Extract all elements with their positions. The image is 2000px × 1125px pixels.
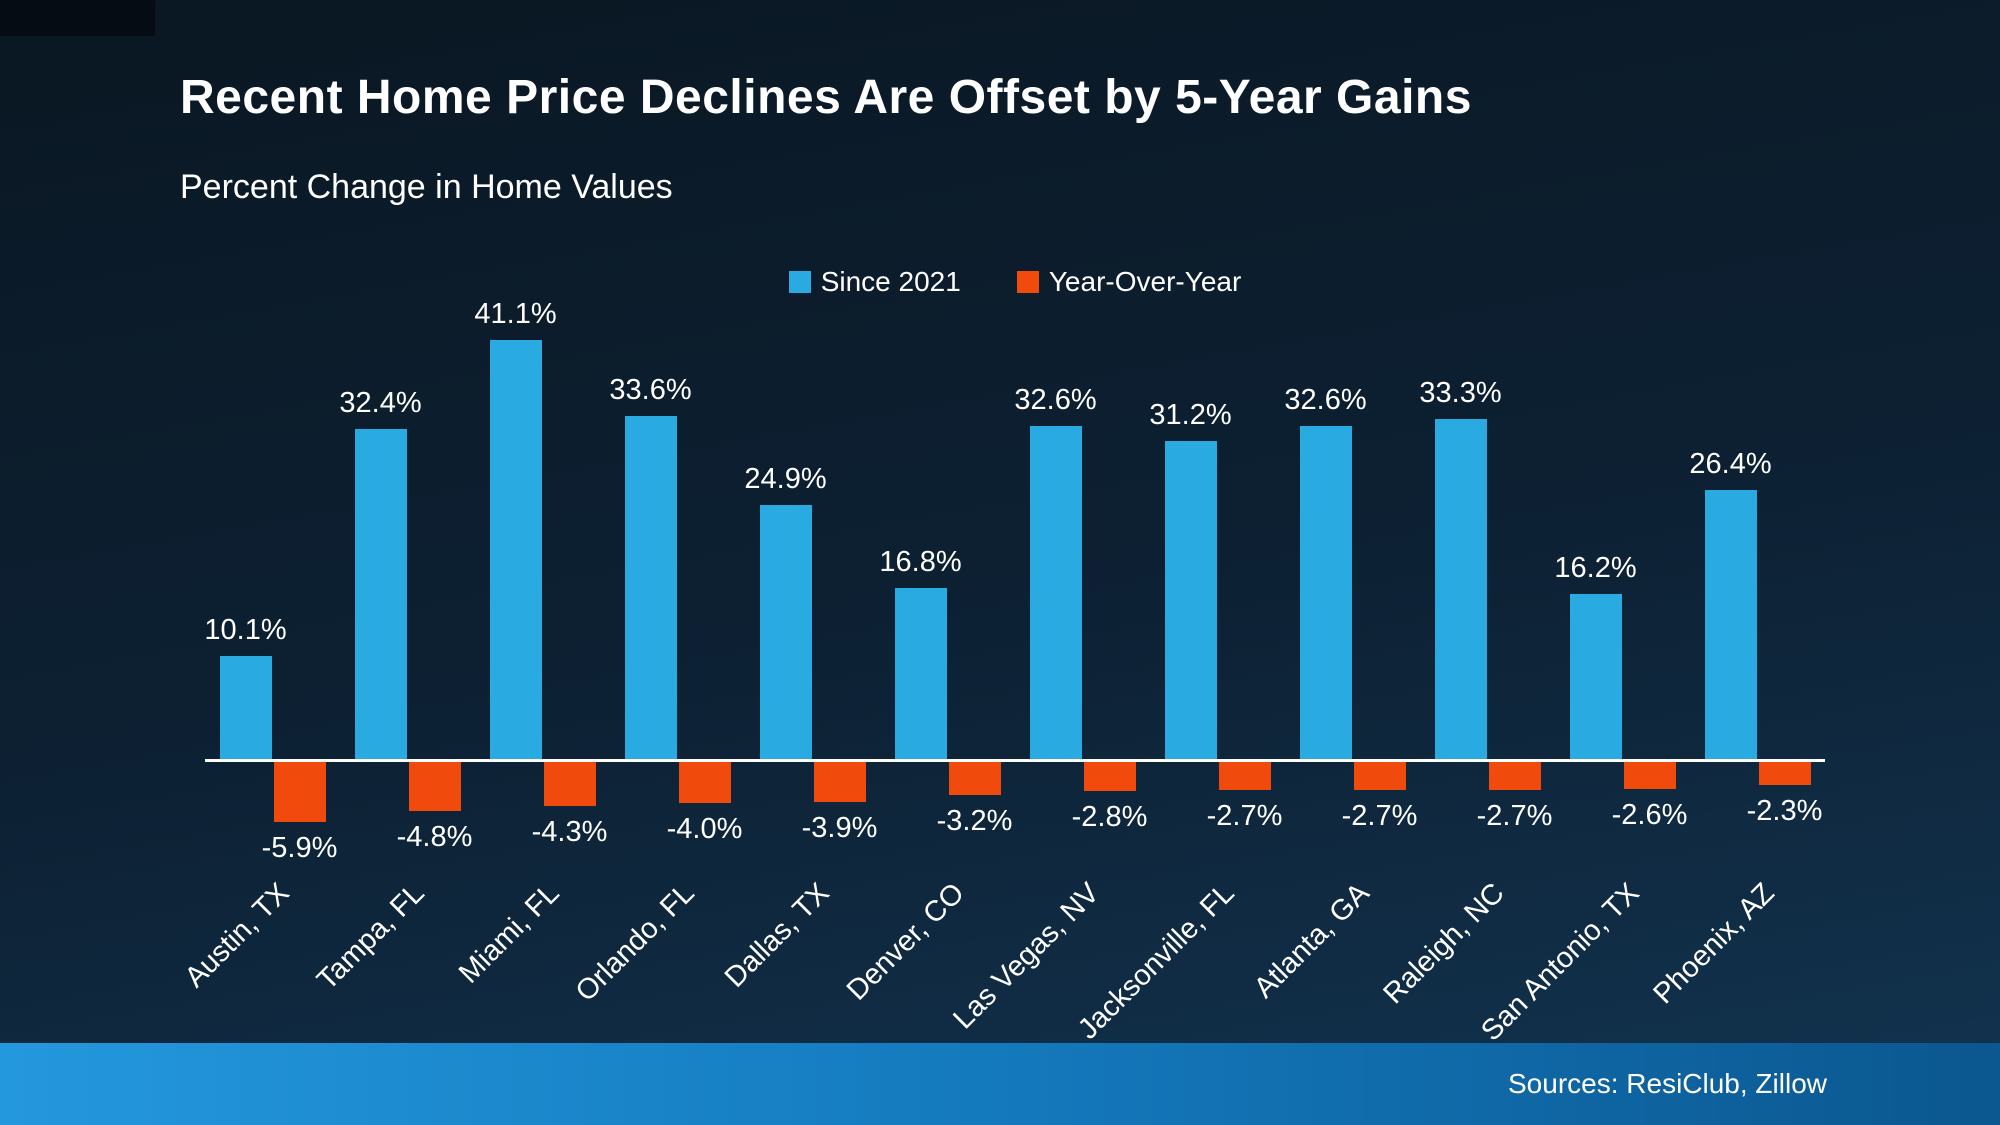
bar-year-over-year [948, 762, 1001, 795]
legend-label-year-over-year: Year-Over-Year [1048, 266, 1242, 297]
legend-item-year-over-year: Year-Over-Year [1016, 266, 1242, 298]
bar-year-over-year [1218, 762, 1271, 790]
negative-value-label: -2.7% [1341, 799, 1418, 832]
legend-label-since-2021: Since 2021 [820, 266, 961, 297]
bar-since-2021 [894, 587, 947, 759]
negative-value-label: -4.3% [531, 815, 608, 848]
bar-since-2021 [1029, 426, 1082, 759]
negative-value-label: -4.8% [396, 820, 473, 853]
legend-item-since-2021: Since 2021 [788, 266, 961, 298]
bar-year-over-year [1623, 762, 1676, 789]
bar-since-2021 [354, 428, 407, 759]
negative-value-label: -2.3% [1746, 795, 1823, 828]
negative-value-label: -3.2% [936, 804, 1013, 837]
x-axis-line [205, 759, 1825, 762]
chart-title: Recent Home Price Declines Are Offset by… [180, 71, 1472, 124]
negative-value-label: -4.0% [666, 812, 743, 845]
plot-area: 10.1% -5.9% Austin, TX 32.4% -4.8% Tampa, FL 4… [178, 297, 1825, 1060]
negative-value-label: -2.7% [1476, 799, 1553, 832]
legend-swatch-blue [788, 271, 811, 293]
positive-value-label: 33.3% [1419, 377, 1502, 410]
bar-year-over-year [1488, 762, 1541, 790]
bar-year-over-year [543, 762, 596, 806]
positive-value-label: 10.1% [204, 613, 287, 646]
positive-value-label: 33.6% [609, 374, 692, 407]
bar-since-2021 [1434, 419, 1487, 759]
bar-year-over-year [813, 762, 866, 802]
positive-value-label: 24.9% [744, 463, 827, 496]
positive-value-label: 32.4% [339, 386, 422, 419]
sources-text: Sources: ResiClub, Zillow [1508, 1068, 1827, 1099]
positive-value-label: 32.6% [1014, 384, 1097, 417]
negative-value-label: -2.6% [1611, 798, 1688, 831]
bar-since-2021 [1164, 440, 1217, 759]
bar-since-2021 [1569, 593, 1622, 759]
bar-since-2021 [759, 505, 812, 759]
positive-value-label: 32.6% [1284, 384, 1367, 417]
legend-swatch-orange [1016, 271, 1039, 293]
bar-since-2021 [624, 416, 677, 759]
bar-since-2021 [489, 339, 542, 759]
bar-year-over-year [408, 762, 461, 811]
negative-value-label: -3.9% [801, 811, 878, 844]
bar-year-over-year [273, 762, 326, 823]
negative-value-label: -2.8% [1071, 800, 1148, 833]
bar-since-2021 [219, 655, 272, 759]
bar-since-2021 [1704, 489, 1757, 759]
footer-bar: Sources: ResiClub, Zillow [0, 1043, 2000, 1125]
positive-value-label: 16.2% [1554, 551, 1637, 584]
bar-year-over-year [678, 762, 731, 803]
negative-value-label: -5.9% [261, 832, 338, 865]
positive-value-label: 31.2% [1149, 398, 1232, 431]
positive-value-label: 26.4% [1689, 447, 1772, 480]
bar-since-2021 [1299, 426, 1352, 759]
bar-year-over-year [1758, 762, 1811, 786]
negative-value-label: -2.7% [1206, 799, 1283, 832]
legend: Since 2021 Year-Over-Year [205, 266, 1825, 298]
positive-value-label: 41.1% [474, 297, 557, 330]
bar-year-over-year [1353, 762, 1406, 790]
bar-year-over-year [1083, 762, 1136, 791]
positive-value-label: 16.8% [879, 545, 962, 578]
chart-subtitle: Percent Change in Home Values [180, 168, 673, 206]
top-left-accent [0, 0, 155, 36]
